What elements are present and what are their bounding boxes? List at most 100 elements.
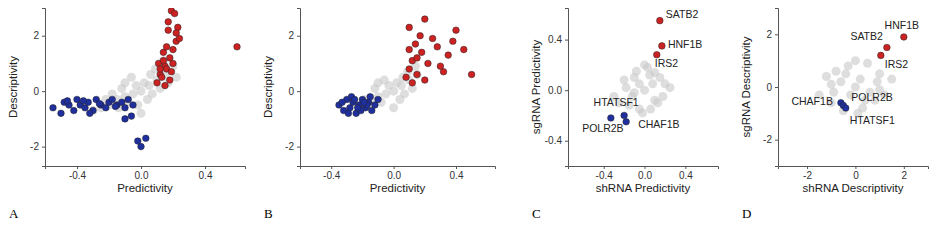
point xyxy=(406,66,413,73)
y-tick: 0.0 xyxy=(548,85,568,96)
series xyxy=(653,17,665,58)
x-tick-label: -0.4 xyxy=(596,170,614,181)
point xyxy=(440,68,447,75)
x-tick-label: 0.4 xyxy=(450,170,464,181)
point xyxy=(659,43,666,50)
x-tick-mark xyxy=(394,166,395,169)
annotation: POLR2B xyxy=(851,91,892,103)
y-axis-line xyxy=(42,9,46,167)
point xyxy=(140,78,149,87)
point xyxy=(422,16,429,23)
point xyxy=(130,102,137,109)
panel: -0.40.00.4-0.40.00.4SATB2HNF1BIRS2HTATSF… xyxy=(530,8,719,194)
panel: -0.40.00.4-202PredictivityDescriptivity xyxy=(262,9,496,195)
point xyxy=(163,44,170,51)
panel-label: D xyxy=(742,206,751,221)
point xyxy=(621,112,628,119)
x-tick: 2 xyxy=(902,166,908,181)
point xyxy=(406,24,413,31)
point xyxy=(173,30,180,37)
point xyxy=(154,80,161,87)
point xyxy=(87,110,94,117)
point xyxy=(875,69,884,78)
x-tick-label: -2 xyxy=(803,170,812,181)
y-tick: -2 xyxy=(285,141,300,152)
point xyxy=(165,27,172,34)
point xyxy=(832,67,841,76)
x-tick-mark xyxy=(904,166,905,169)
series xyxy=(609,60,674,117)
point xyxy=(162,82,169,89)
point xyxy=(122,104,129,111)
point xyxy=(345,110,352,117)
point xyxy=(157,66,164,73)
point xyxy=(109,96,116,103)
point xyxy=(96,100,103,107)
y-tick: -2 xyxy=(30,141,45,152)
y-tick-label: 0.0 xyxy=(548,85,562,96)
point xyxy=(658,92,667,101)
point xyxy=(873,77,882,86)
point xyxy=(638,108,647,117)
y-tick-label: 2 xyxy=(766,29,772,40)
y-tick: -2 xyxy=(763,134,778,145)
plot-area xyxy=(336,16,475,117)
annotation: CHAF1B xyxy=(638,118,679,130)
annotation: HTATSF1 xyxy=(594,96,639,108)
point xyxy=(414,71,421,78)
x-tick: -2 xyxy=(803,166,812,181)
y-tick-mark xyxy=(775,140,778,141)
x-tick-label: -0.4 xyxy=(69,170,87,181)
point xyxy=(159,74,166,81)
y-tick: 2 xyxy=(288,30,300,41)
y-tick-label: 0 xyxy=(288,86,294,97)
x-tick: -0.4 xyxy=(69,166,87,181)
point xyxy=(450,38,457,45)
point xyxy=(648,79,657,88)
annotation: IRS2 xyxy=(655,57,679,69)
series xyxy=(358,62,422,113)
x-tick: 0.4 xyxy=(679,166,693,181)
point xyxy=(635,79,644,88)
point xyxy=(434,44,441,51)
x-tick-mark xyxy=(685,166,686,169)
point xyxy=(50,104,57,111)
y-tick-mark xyxy=(775,34,778,35)
point xyxy=(234,44,241,51)
point xyxy=(339,99,346,106)
point xyxy=(461,46,468,53)
point xyxy=(620,76,629,85)
point xyxy=(608,115,615,122)
y-tick-mark xyxy=(565,90,568,91)
plot-area xyxy=(608,17,675,125)
x-tick-label: 0.4 xyxy=(679,170,693,181)
y-axis-title: Descriptivity xyxy=(262,56,274,118)
point xyxy=(878,52,885,59)
x-tick-label: -0.4 xyxy=(323,170,341,181)
x-axis-line xyxy=(569,167,719,170)
x-tick: 0.0 xyxy=(135,166,149,181)
annotation: HTATSF1 xyxy=(850,114,895,126)
series xyxy=(838,100,849,112)
y-tick-label: -2 xyxy=(763,134,772,145)
panel: -0.40.00.4-202PredictivityDescriptivity xyxy=(7,7,246,194)
point xyxy=(138,143,145,150)
point xyxy=(406,46,413,53)
point xyxy=(468,71,475,78)
point xyxy=(170,60,177,67)
point xyxy=(422,77,429,84)
point xyxy=(851,83,860,92)
y-axis: -202 xyxy=(30,9,45,167)
point xyxy=(374,78,383,87)
point xyxy=(167,77,174,84)
annotation: SATB2 xyxy=(666,8,699,20)
x-tick-label: 0 xyxy=(853,170,859,181)
point xyxy=(412,41,419,48)
point xyxy=(622,83,631,92)
y-tick: 0 xyxy=(766,82,778,93)
point xyxy=(657,17,664,24)
y-tick-label: 0 xyxy=(33,86,39,97)
point xyxy=(842,105,849,112)
point xyxy=(137,109,146,118)
point xyxy=(170,46,177,53)
